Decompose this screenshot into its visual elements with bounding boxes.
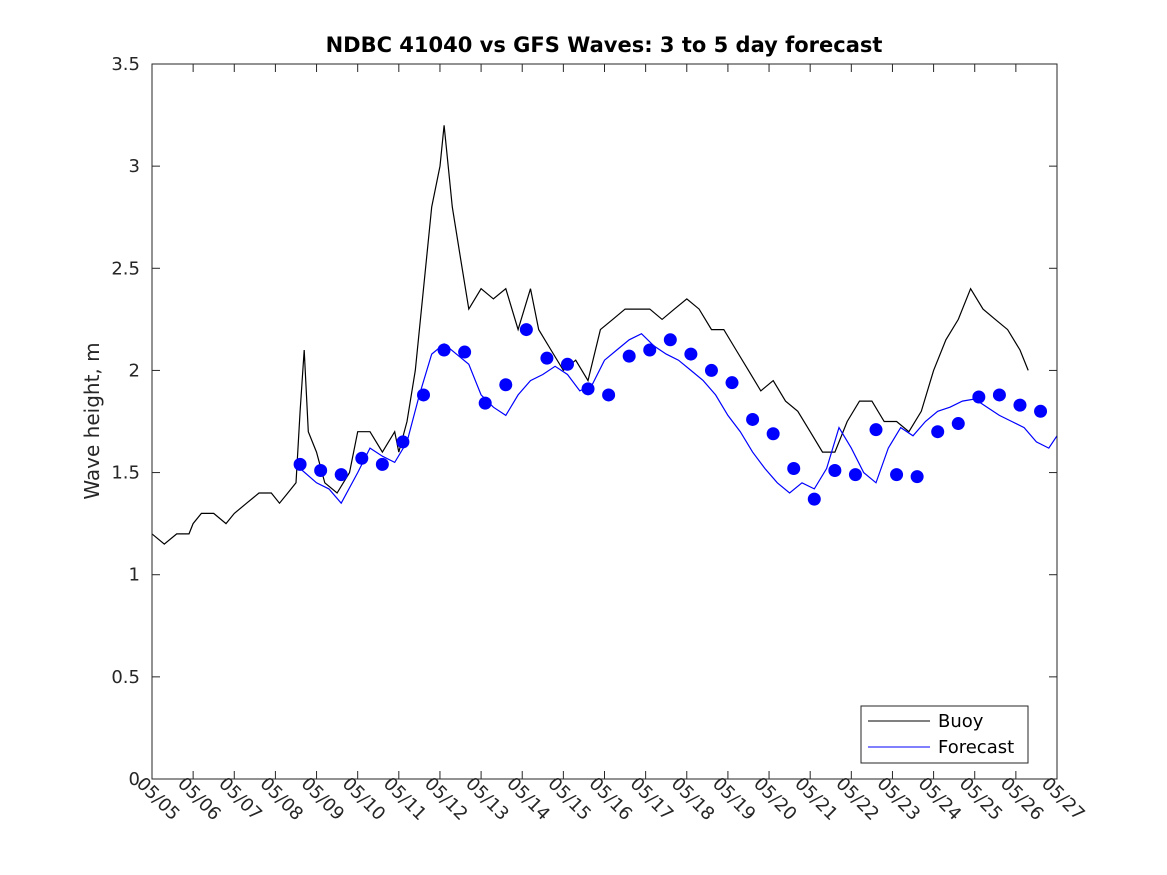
forecast-marker — [746, 412, 760, 426]
x-tick-label: 05/09 — [297, 773, 349, 825]
y-tick-label: 1 — [129, 565, 140, 586]
x-tick-label: 05/26 — [996, 773, 1048, 825]
forecast-marker — [396, 435, 410, 449]
series-line-buoy — [152, 125, 1029, 545]
forecast-marker — [314, 464, 328, 478]
forecast-marker — [1013, 398, 1027, 412]
series-layer — [152, 125, 1057, 545]
x-tick-label: 05/19 — [708, 773, 760, 825]
x-tick-label: 05/06 — [173, 773, 225, 825]
legend: Buoy Forecast — [860, 705, 1029, 764]
x-tick-label: 05/22 — [831, 773, 883, 825]
forecast-marker — [334, 468, 348, 482]
x-tick-label: 05/27 — [1037, 773, 1089, 825]
forecast-marker — [848, 468, 862, 482]
x-tick-label: 05/10 — [338, 773, 390, 825]
forecast-marker — [622, 349, 636, 363]
forecast-marker — [972, 390, 986, 404]
forecast-marker — [725, 376, 739, 390]
x-tick-label: 05/23 — [873, 773, 925, 825]
chart-title: NDBC 41040 vs GFS Waves: 3 to 5 day fore… — [326, 33, 883, 57]
forecast-marker — [869, 423, 883, 437]
x-tick-label: 05/25 — [955, 773, 1007, 825]
x-tick-label: 05/11 — [379, 773, 431, 825]
forecast-marker — [581, 382, 595, 396]
forecast-marker — [437, 343, 451, 357]
forecast-markers — [293, 323, 1048, 506]
forecast-marker — [499, 378, 513, 392]
forecast-marker — [355, 451, 369, 465]
forecast-marker — [293, 457, 307, 471]
x-tick-label: 05/18 — [667, 773, 719, 825]
forecast-marker — [1034, 404, 1048, 418]
y-tick-label: 0.5 — [111, 667, 140, 688]
forecast-marker — [540, 351, 554, 365]
forecast-marker — [602, 388, 616, 402]
x-tick-label: 05/24 — [914, 773, 966, 825]
legend-label-buoy: Buoy — [938, 711, 984, 732]
x-tick-label: 05/21 — [790, 773, 842, 825]
x-tick-label: 05/15 — [543, 773, 595, 825]
y-tick-label: 2.5 — [111, 258, 140, 279]
forecast-marker — [663, 333, 677, 347]
forecast-marker — [828, 464, 842, 478]
forecast-marker — [992, 388, 1006, 402]
y-axis: 0 0.5 1 1.5 2 2.5 3 3.5 — [111, 54, 1057, 790]
forecast-marker — [704, 363, 718, 377]
plot-frame — [151, 63, 1058, 780]
y-tick-label: 3.5 — [111, 54, 140, 75]
forecast-marker — [807, 492, 821, 506]
forecast-marker — [560, 357, 574, 371]
forecast-marker — [684, 347, 698, 361]
forecast-marker — [787, 461, 801, 475]
legend-box — [860, 705, 1029, 764]
x-tick-label: 05/07 — [214, 773, 266, 825]
forecast-marker — [766, 427, 780, 441]
forecast-marker — [951, 417, 965, 431]
forecast-marker — [417, 388, 430, 402]
series-line-forecast — [299, 332, 1057, 505]
x-tick-label: 05/13 — [461, 773, 513, 825]
forecast-marker — [458, 345, 472, 359]
x-tick-label: 05/16 — [585, 773, 637, 825]
x-tick-label: 05/17 — [626, 773, 678, 825]
y-axis-label: Wave height, m — [80, 342, 104, 499]
x-tick-label: 05/20 — [749, 773, 801, 825]
x-tick-label: 05/08 — [256, 773, 308, 825]
y-tick-label: 1.5 — [111, 463, 140, 484]
forecast-marker — [910, 470, 924, 484]
y-tick-label: 2 — [129, 360, 140, 381]
forecast-marker — [375, 457, 389, 471]
x-tick-label: 05/14 — [502, 773, 554, 825]
y-tick-label: 0 — [129, 769, 140, 790]
legend-label-forecast: Forecast — [938, 737, 1014, 758]
x-tick-label: 05/05 — [132, 773, 184, 825]
forecast-marker — [643, 343, 657, 357]
forecast-marker — [890, 468, 904, 482]
forecast-marker — [931, 425, 945, 439]
x-tick-label: 05/12 — [420, 773, 472, 825]
forecast-marker — [519, 323, 533, 337]
y-tick-label: 3 — [129, 156, 140, 177]
forecast-marker — [478, 396, 492, 410]
